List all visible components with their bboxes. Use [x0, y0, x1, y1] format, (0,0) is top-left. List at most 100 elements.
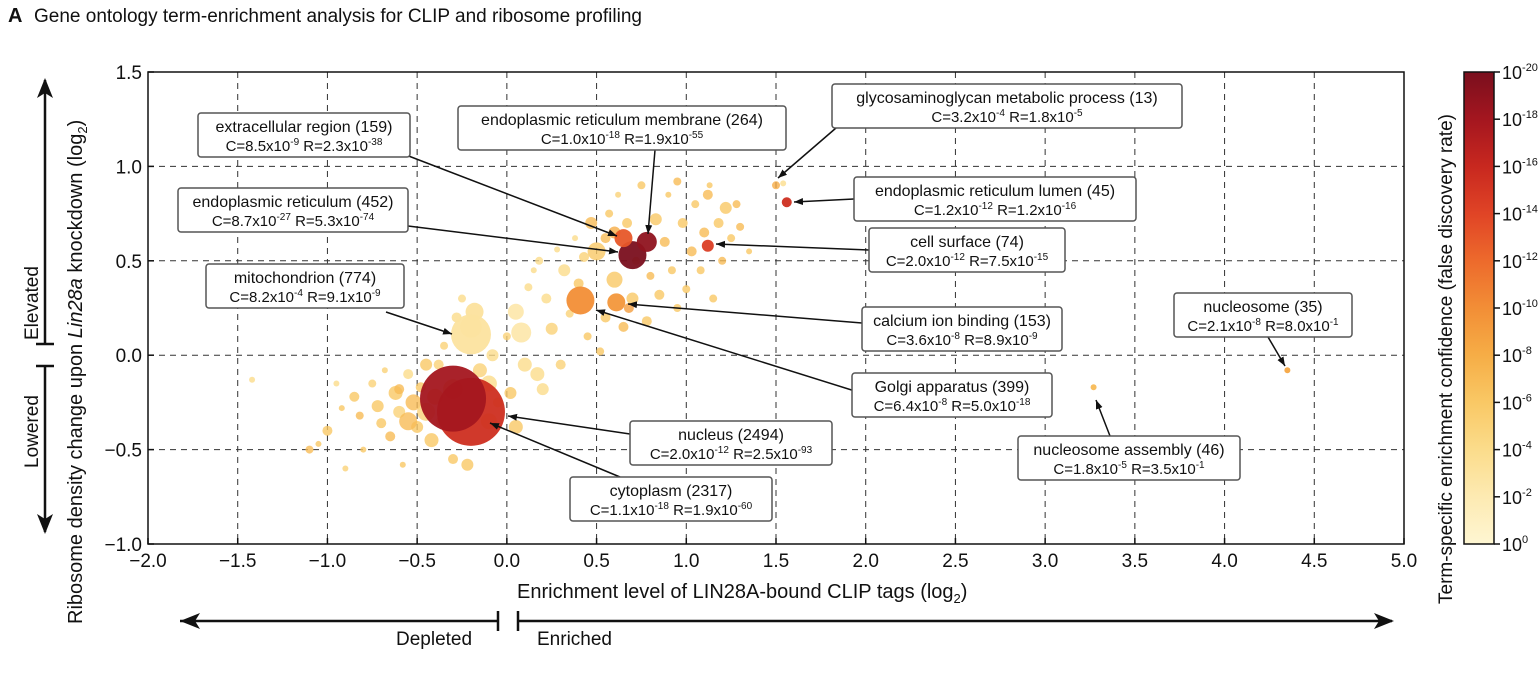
y-tick-label: 0.0	[116, 346, 142, 367]
annotation-frame	[1017, 435, 1241, 481]
term-point	[420, 365, 487, 432]
colorbar-tick-label: 10-18	[1502, 109, 1538, 130]
background-point	[665, 191, 672, 198]
background-point	[322, 425, 333, 436]
annotation-arrow	[407, 225, 619, 255]
annotation-frame	[457, 105, 787, 151]
annotation-stats: C=2.1x10-8 R=8.0x10-1	[1187, 317, 1339, 335]
background-point	[424, 433, 439, 448]
annotation-term: nucleosome assembly (46)	[1033, 442, 1224, 459]
annotation-arrow	[715, 240, 870, 251]
annotation-stats: C=3.2x10-4 R=1.8x10-5	[931, 108, 1083, 126]
x-tick-label: 2.0	[853, 551, 879, 572]
annotation-box: mitochondrion (774)C=8.2x10-4 R=9.1x10-9	[205, 263, 453, 335]
background-point	[727, 234, 736, 243]
background-point	[600, 233, 611, 244]
background-point	[376, 418, 387, 429]
background-point	[732, 200, 741, 209]
background-point	[461, 458, 474, 471]
background-point	[399, 461, 406, 468]
colorbar-tick-label: 10-4	[1502, 440, 1532, 461]
term-point	[607, 293, 626, 312]
term-point	[1090, 384, 1097, 391]
x-axis-label: Enrichment level of LIN28A-bound CLIP ta…	[517, 581, 967, 606]
background-point	[713, 218, 724, 229]
x-tick-label: 0.0	[494, 551, 520, 572]
annotation-arrow	[645, 149, 656, 235]
annotation-stats: C=8.7x10-27 R=5.3x10-74	[212, 212, 375, 230]
x-tick-label: −1.5	[219, 551, 257, 572]
background-point	[605, 209, 614, 218]
background-point	[596, 347, 605, 356]
background-point	[637, 181, 646, 190]
x-tick-label: 3.0	[1032, 551, 1058, 572]
background-point	[719, 201, 732, 214]
annotation-arrow	[777, 127, 837, 179]
annotation-arrow	[595, 309, 859, 393]
background-point	[691, 200, 700, 209]
background-point	[686, 246, 697, 257]
background-point	[360, 446, 367, 453]
background-point	[504, 386, 517, 399]
background-point	[654, 289, 665, 300]
enriched-label: Enriched	[537, 629, 612, 650]
background-point	[371, 400, 384, 413]
background-point	[381, 367, 388, 374]
annotation-term: glycosaminoglycan metabolic process (13)	[856, 90, 1157, 107]
colorbar	[1463, 71, 1495, 545]
background-point	[315, 440, 322, 447]
term-point	[636, 231, 657, 252]
annotation-stats: C=6.4x10-8 R=5.0x10-18	[874, 397, 1031, 415]
annotation-box: calcium ion binding (153)C=3.6x10-8 R=8.…	[627, 301, 1063, 352]
background-point	[736, 222, 745, 231]
annotation-box: nucleosome (35)C=2.1x10-8 R=8.0x10-1	[1173, 292, 1353, 367]
background-point	[585, 217, 598, 230]
annotation-term: calcium ion binding (153)	[873, 313, 1051, 330]
background-point	[555, 359, 566, 370]
annotation-term: Golgi apparatus (399)	[875, 379, 1030, 396]
annotation-term: extracellular region (159)	[216, 119, 393, 136]
annotation-box: cell surface (74)C=2.0x10-12 R=7.5x10-15	[715, 227, 1066, 273]
background-point	[682, 285, 691, 294]
y-tick-label: −0.5	[104, 441, 142, 462]
term-point	[566, 286, 595, 315]
annotation-stats: C=2.0x10-12 R=2.5x10-93	[650, 445, 813, 463]
annotation-term: endoplasmic reticulum membrane (264)	[481, 112, 763, 129]
annotation-stats: C=8.5x10-9 R=2.3x10-38	[226, 137, 383, 155]
enriched-arrow	[516, 611, 1394, 631]
background-point	[448, 454, 459, 465]
background-point	[606, 271, 623, 288]
background-point	[772, 181, 780, 190]
background-point	[659, 236, 670, 247]
term-point	[780, 180, 787, 187]
annotation-frame	[197, 112, 411, 158]
term-point	[450, 314, 491, 355]
background-point	[579, 252, 590, 263]
background-point	[394, 384, 405, 395]
annotation-box: endoplasmic reticulum membrane (264)C=1.…	[457, 105, 787, 235]
y-axis-ticks: 1.5 1.0 0.5 0.0 −0.5 −1.0	[104, 63, 154, 556]
term-point	[1284, 367, 1291, 374]
background-point	[385, 431, 396, 442]
background-point	[536, 383, 549, 396]
term-point	[781, 197, 792, 208]
annotation-arrow	[793, 198, 855, 206]
depleted-label: Depleted	[396, 629, 472, 650]
background-point	[746, 248, 753, 255]
annotation-stats: C=1.2x10-12 R=1.2x10-16	[914, 201, 1077, 219]
annotation-term: cell surface (74)	[910, 234, 1024, 251]
background-point	[545, 322, 558, 335]
depleted-arrow	[180, 611, 500, 631]
background-point	[420, 358, 433, 371]
background-point	[403, 369, 414, 380]
background-point	[587, 242, 606, 261]
background-point	[368, 379, 377, 388]
x-tick-label: 4.5	[1301, 551, 1327, 572]
background-point	[333, 380, 340, 387]
x-axis-ticks: −2.0 −1.5 −1.0 −0.5 0.0 0.5 1.0 1.5 2.0 2.5 3.0 3.5…	[129, 538, 1417, 572]
annotation-arrow	[1267, 336, 1286, 367]
annotation-frame	[569, 476, 773, 522]
background-point	[511, 322, 532, 343]
colorbar-ticks: 10-20 10-18 10-16 10-14 10-12 10-10 10-8 10-6 10…	[1494, 62, 1538, 555]
